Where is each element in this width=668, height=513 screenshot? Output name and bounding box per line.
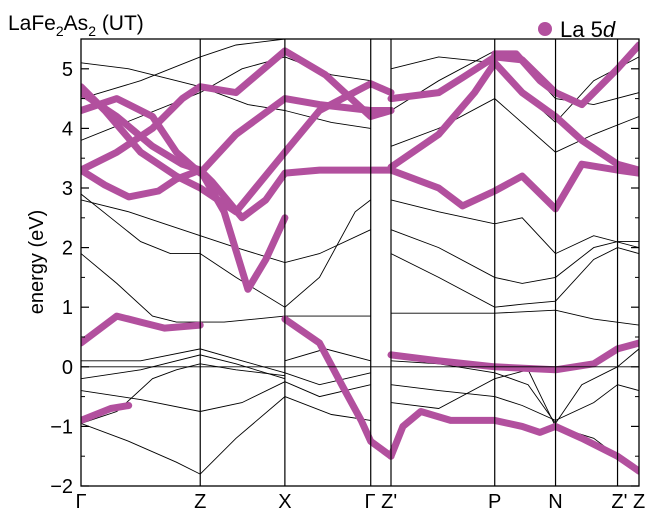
y-axis-label: energy (eV) <box>26 210 48 315</box>
x-tick-label-5: N <box>548 491 562 513</box>
svg-text:LaFe2As2 (UT): LaFe2As2 (UT) <box>8 12 144 39</box>
band-line-5 <box>284 372 371 386</box>
la5d-band-0 <box>81 166 395 222</box>
band-line-21 <box>391 309 639 326</box>
legend-marker <box>538 22 552 36</box>
band-line-1 <box>81 396 286 475</box>
x-tick-label-2: X <box>278 491 291 513</box>
la5d-band-8 <box>491 50 559 97</box>
band-line-6 <box>284 381 371 398</box>
band-line-14 <box>617 348 639 368</box>
band-line-16 <box>81 193 371 308</box>
legend: La 5d <box>538 17 616 42</box>
chart-title: LaFe2As2 (UT) <box>8 12 144 39</box>
la5d-band-9 <box>81 402 133 424</box>
la5d-band-11 <box>281 315 395 460</box>
y-tick-label-2: 0 <box>62 357 73 379</box>
band-line-13 <box>617 384 639 392</box>
y-tick-label-4: 2 <box>62 238 73 260</box>
y-tick-label-0: −2 <box>50 476 73 498</box>
la5d-band-12 <box>387 408 639 475</box>
y-tick-label-5: 3 <box>62 178 73 200</box>
frame-rect <box>80 38 640 487</box>
y-tick-label-6: 4 <box>62 118 73 140</box>
x-tick-label-4: P <box>488 491 501 513</box>
y-tick-label-3: 1 <box>62 297 73 319</box>
x-tick-label-1: Z <box>194 491 206 513</box>
x-tick-label-0: Γ <box>75 491 86 513</box>
x-tick-label-3: Γ Z' <box>365 491 398 513</box>
la5d-band-4 <box>81 95 395 177</box>
band-line-18 <box>390 247 639 308</box>
high-symmetry-lines <box>81 39 639 486</box>
x-ticks: Γ Z X Γ Z' P N Z' Z <box>75 491 645 513</box>
band-line-0 <box>81 363 285 424</box>
band-line-29 <box>390 98 639 153</box>
band-line-20 <box>390 199 639 255</box>
band-line-19 <box>390 229 639 284</box>
la5d-band-13 <box>387 339 639 374</box>
y-ticks: −2 −1 0 1 2 3 4 5 <box>50 59 639 498</box>
legend-label: La 5d <box>560 17 616 42</box>
la5d-band-10 <box>81 312 204 347</box>
x-tick-label-6: Z' Z <box>611 491 645 513</box>
band-line-12 <box>555 366 618 424</box>
y-tick-label-1: −1 <box>50 416 73 438</box>
la5d-band-3 <box>81 47 395 174</box>
band-line-17 <box>81 199 371 263</box>
plot-frame <box>80 38 640 487</box>
band-line-24 <box>81 39 285 100</box>
band-line-25 <box>284 110 371 129</box>
la5d-band-5 <box>387 160 639 213</box>
la5d-band-7 <box>387 59 639 174</box>
band-line-23 <box>81 62 285 111</box>
band-line-9 <box>390 384 618 421</box>
y-tick-label-7: 5 <box>62 59 73 81</box>
